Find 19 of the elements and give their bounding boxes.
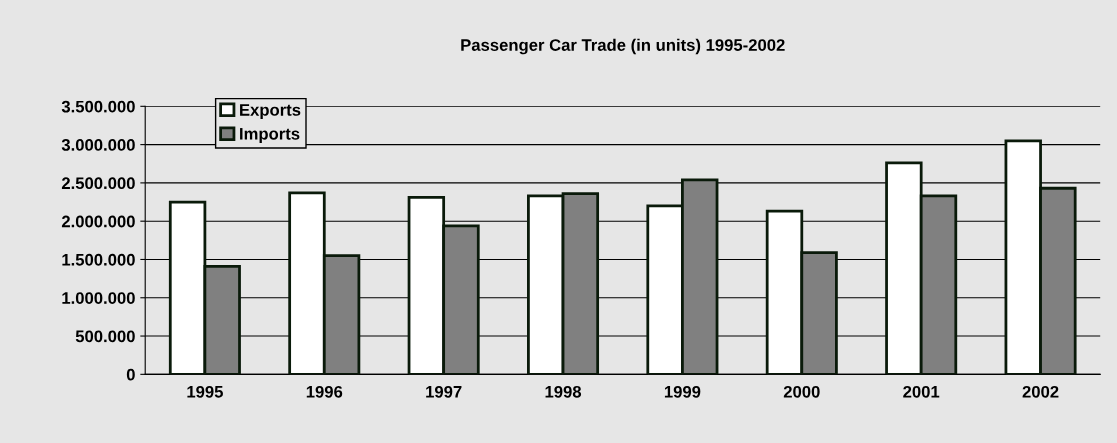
x-tick-label: 1996 (306, 385, 343, 398)
y-tick-label: 0 (126, 368, 135, 381)
y-tick-label: 2.500.000 (61, 177, 135, 190)
y-tick-label: 2.000.000 (61, 215, 135, 228)
x-tick-label: 1995 (187, 385, 223, 398)
legend-label: Exports (240, 104, 301, 120)
y-tick-label: 1.500.000 (62, 253, 135, 266)
x-tick-label: 2001 (903, 385, 940, 398)
x-tick-label: 1997 (426, 385, 462, 398)
x-tick-label: 1999 (664, 385, 701, 398)
y-tick-label: 3.000.000 (61, 139, 135, 151)
x-tick-label: 2002 (1022, 385, 1059, 398)
y-tick-label: 1.000.000 (62, 292, 135, 304)
legend-label: Imports (240, 128, 300, 143)
y-tick-label: 3.500.000 (61, 100, 135, 113)
y-tick-label: 500.000 (75, 330, 135, 343)
x-tick-label: 2000 (783, 385, 820, 398)
chart-title: Passenger Car Trade (in units) 1995-2002 (461, 38, 785, 55)
x-tick-label: 1998 (545, 385, 582, 398)
